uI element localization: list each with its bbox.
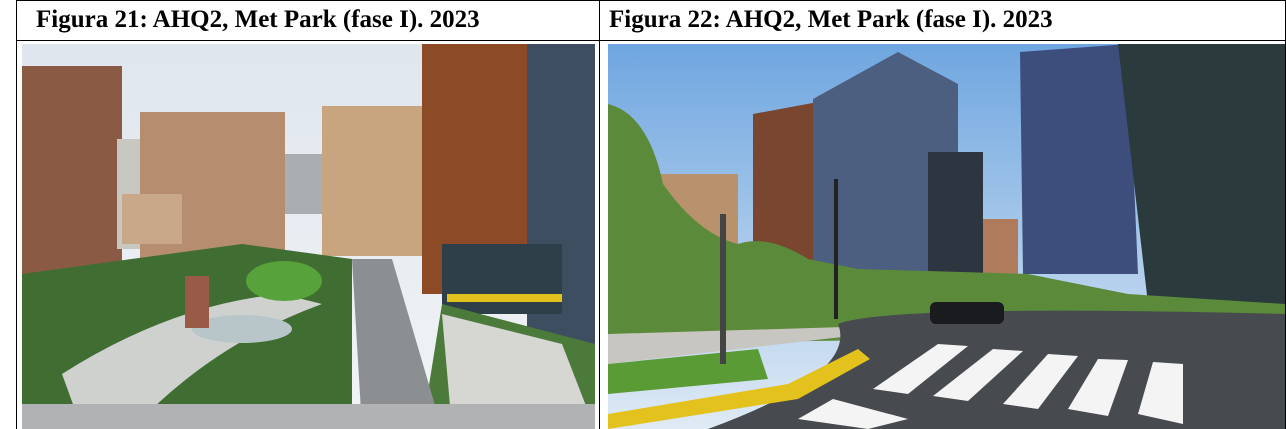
building: [122, 194, 182, 244]
mid-border: [599, 0, 600, 429]
pole: [720, 214, 726, 364]
building: [1118, 44, 1285, 334]
building: [928, 152, 983, 282]
lawn: [608, 349, 768, 394]
glass-base: [442, 244, 562, 314]
photo: [608, 44, 1285, 429]
play-area: [192, 315, 292, 343]
lawn: [246, 261, 322, 301]
left-border: [16, 0, 17, 429]
caption: Figura 22: AHQ2, Met Park (fase I). 2023: [609, 6, 1053, 33]
building: [1020, 44, 1138, 274]
tower: [185, 276, 209, 328]
top-border: [16, 0, 1286, 1]
caption: Figura 21: AHQ2, Met Park (fase I). 2023: [36, 6, 480, 33]
road: [352, 259, 442, 429]
building: [322, 106, 427, 256]
yellow-strip: [447, 294, 562, 302]
trees: [608, 104, 1285, 344]
building: [22, 66, 122, 286]
lamp-post: [834, 179, 838, 319]
row-border: [16, 40, 1286, 41]
plaza: [442, 314, 595, 429]
street: [22, 404, 595, 429]
curb: [608, 349, 870, 429]
crosswalk: [798, 344, 1183, 429]
building: [983, 219, 1018, 279]
building: [813, 52, 958, 284]
car: [930, 302, 1004, 324]
photo: [22, 44, 595, 429]
